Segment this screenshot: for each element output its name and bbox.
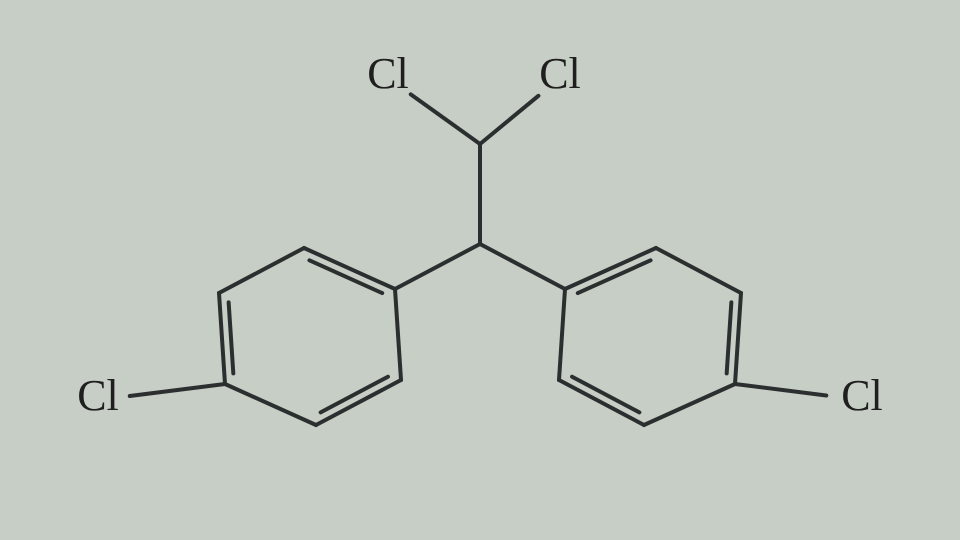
atom-label-Cl_top_right: Cl bbox=[539, 49, 581, 98]
atom-label-Cl_top_left: Cl bbox=[367, 49, 409, 98]
diagram-canvas: Cl Cl Cl Cl bbox=[0, 0, 960, 540]
atom-label-Cl_left: Cl bbox=[77, 371, 119, 420]
molecule-svg: Cl Cl Cl Cl bbox=[0, 0, 960, 540]
atom-label-Cl_right: Cl bbox=[841, 371, 883, 420]
background bbox=[0, 0, 960, 540]
